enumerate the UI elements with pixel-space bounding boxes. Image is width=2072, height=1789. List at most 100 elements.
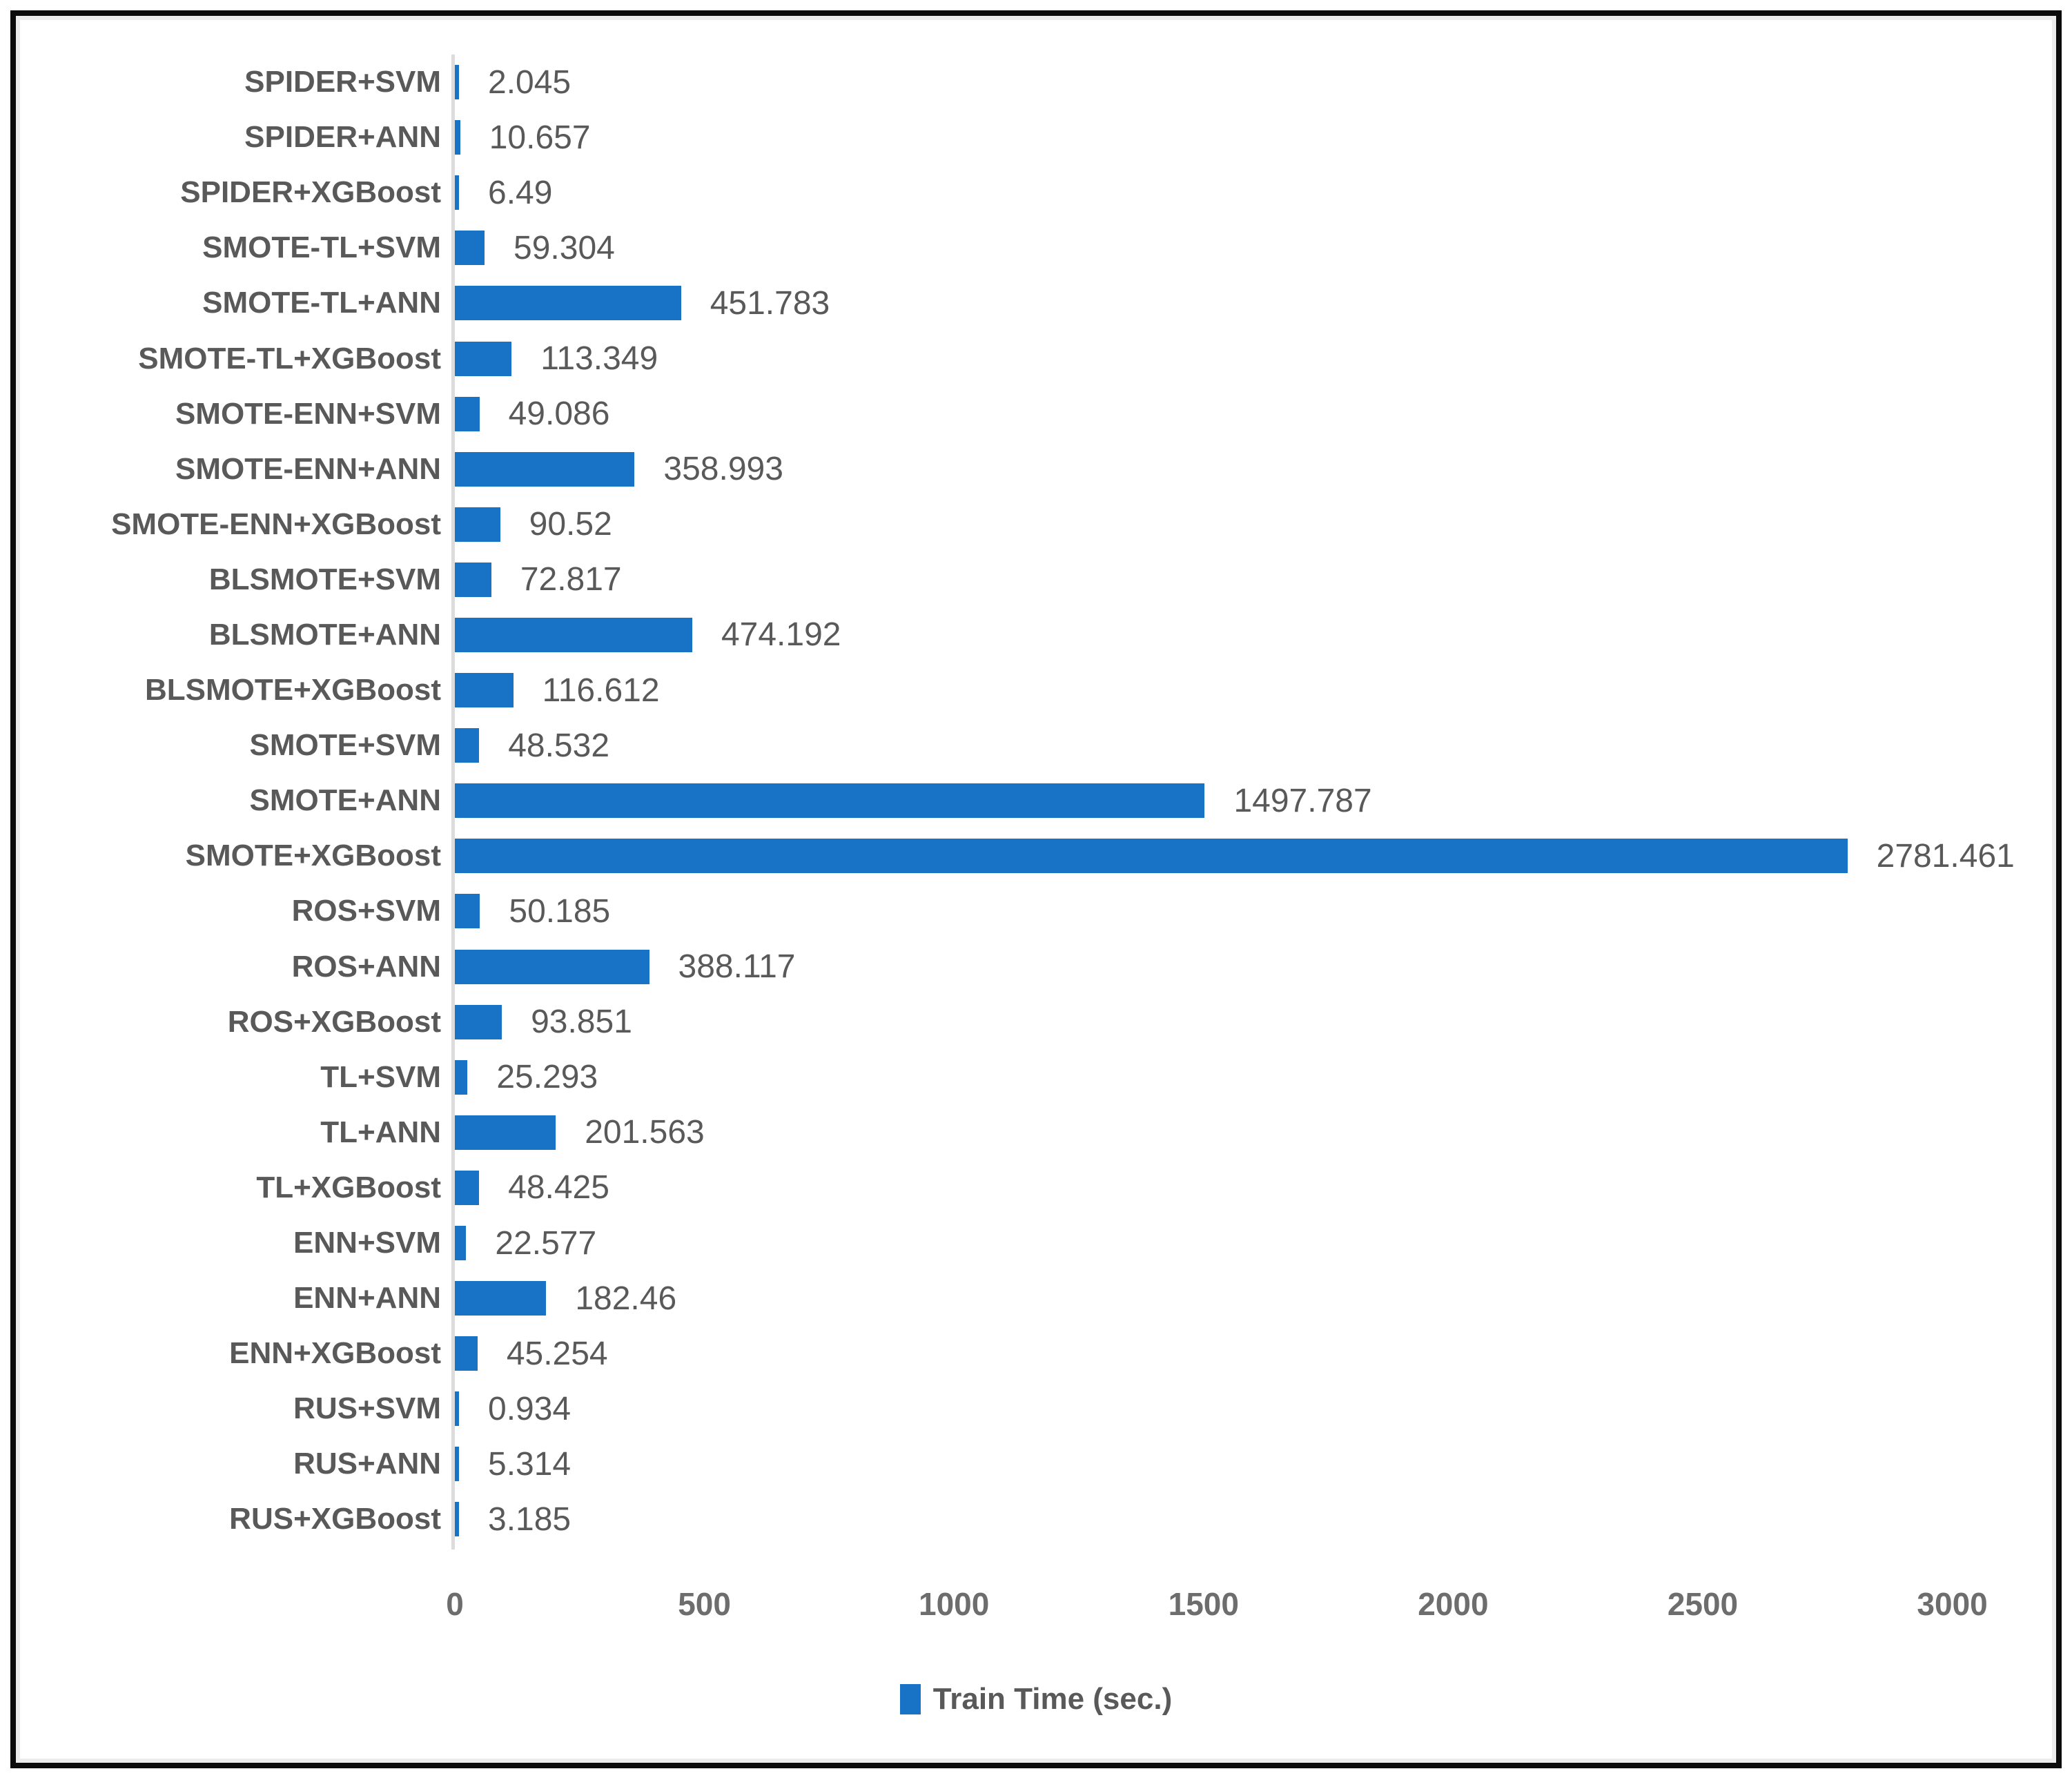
bar-row: BLSMOTE+ANN 474.192 — [20, 607, 2052, 663]
bar-rows: SPIDER+SVM 2.045 SPIDER+ANN 10.657 SPIDER+XG… — [20, 55, 2052, 1547]
bar — [455, 1226, 467, 1261]
bar — [455, 617, 692, 652]
bar — [455, 175, 459, 211]
bar-track: 474.192 — [455, 607, 2052, 663]
bar-value-label: 358.993 — [663, 451, 783, 488]
x-tick-label: 500 — [678, 1586, 731, 1622]
bar-row: SMOTE-ENN+ANN 358.993 — [20, 442, 2052, 497]
bar — [455, 949, 649, 984]
bar-value-label: 48.532 — [508, 727, 610, 764]
bar-value-label: 116.612 — [542, 672, 660, 709]
bar-track: 5.314 — [455, 1436, 2052, 1492]
bar-value-label: 48.425 — [508, 1169, 609, 1206]
category-label: SMOTE+XGBoost — [185, 839, 441, 873]
bar — [455, 507, 500, 542]
bar-row: BLSMOTE+SVM 72.817 — [20, 552, 2052, 607]
bar-value-label: 201.563 — [585, 1114, 705, 1151]
category-label: SPIDER+SVM — [244, 65, 441, 99]
bar-track: 0.934 — [455, 1381, 2052, 1436]
category-label: SPIDER+XGBoost — [180, 175, 441, 210]
bar-track: 25.293 — [455, 1050, 2052, 1105]
bar — [455, 231, 485, 266]
category-label: SMOTE-ENN+ANN — [175, 451, 441, 486]
bar-row: ENN+ANN 182.46 — [20, 1271, 2052, 1326]
bar-row: SMOTE-ENN+SVM 49.086 — [20, 387, 2052, 442]
category-label: ROS+XGBoost — [227, 1004, 441, 1039]
bar-value-label: 90.52 — [529, 506, 612, 543]
bar-value-label: 25.293 — [496, 1059, 598, 1096]
bar-row: SMOTE+SVM 48.532 — [20, 718, 2052, 773]
legend: Train Time (sec.) — [20, 1682, 2052, 1717]
bar-value-label: 72.817 — [520, 561, 622, 598]
category-label: ROS+ANN — [291, 949, 441, 984]
bar-value-label: 388.117 — [678, 948, 796, 986]
category-label: RUS+ANN — [293, 1447, 441, 1481]
x-tick-label: 0 — [446, 1586, 464, 1622]
category-label: ENN+XGBoost — [229, 1336, 441, 1371]
category-label: TL+ANN — [320, 1115, 441, 1149]
bar-value-label: 50.185 — [509, 892, 611, 930]
bar-row: SPIDER+SVM 2.045 — [20, 55, 2052, 110]
bar-track: 48.425 — [455, 1160, 2052, 1215]
bar-value-label: 5.314 — [488, 1445, 571, 1483]
bar-value-label: 45.254 — [506, 1335, 608, 1372]
category-label: SPIDER+ANN — [244, 120, 441, 155]
category-label: SMOTE-TL+XGBoost — [138, 341, 441, 375]
bar — [455, 1391, 459, 1427]
bar — [455, 1115, 556, 1150]
bar-track: 6.49 — [455, 165, 2052, 220]
bar-value-label: 0.934 — [488, 1390, 571, 1427]
bar-track: 113.349 — [455, 331, 2052, 386]
bar-value-label: 3.185 — [488, 1500, 571, 1538]
bar — [455, 1336, 478, 1371]
category-label: ENN+ANN — [293, 1281, 441, 1316]
bar-row: SMOTE-TL+XGBoost 113.349 — [20, 331, 2052, 386]
category-label: ROS+SVM — [291, 894, 441, 928]
bar-row: BLSMOTE+XGBoost 116.612 — [20, 663, 2052, 718]
bar-value-label: 93.851 — [531, 1004, 632, 1041]
bar-track: 22.577 — [455, 1215, 2052, 1271]
bar-track: 2781.461 — [455, 828, 2052, 883]
category-label: ENN+SVM — [293, 1226, 441, 1260]
bar-track: 59.304 — [455, 220, 2052, 275]
category-label: BLSMOTE+ANN — [208, 617, 441, 652]
bar — [455, 451, 635, 487]
bar-track: 1497.787 — [455, 773, 2052, 828]
category-label: TL+SVM — [320, 1059, 441, 1094]
bar — [455, 728, 480, 763]
bar-track: 50.185 — [455, 883, 2052, 939]
category-label: SMOTE-ENN+XGBoost — [111, 507, 441, 541]
x-tick-label: 2500 — [1667, 1586, 1739, 1622]
bar-value-label: 2781.461 — [1876, 837, 2015, 874]
bar — [455, 894, 480, 929]
bar-row: ENN+SVM 22.577 — [20, 1215, 2052, 1271]
x-tick-label: 2000 — [1418, 1586, 1489, 1622]
bar-value-label: 22.577 — [495, 1224, 597, 1262]
category-label: SMOTE-TL+SVM — [202, 231, 441, 265]
bar — [455, 1170, 480, 1205]
legend-label: Train Time (sec.) — [932, 1682, 1173, 1716]
bar-value-label: 49.086 — [508, 395, 610, 433]
x-tick-label: 1000 — [919, 1586, 990, 1622]
bar-row: ROS+SVM 50.185 — [20, 883, 2052, 939]
bar-row: TL+XGBoost 48.425 — [20, 1160, 2052, 1215]
bar — [455, 65, 459, 100]
bar — [455, 1059, 468, 1095]
bar-track: 388.117 — [455, 939, 2052, 995]
bar-value-label: 59.304 — [514, 229, 615, 266]
x-axis: 0 500 1000 1500 2000 2500 3000 — [446, 1585, 2047, 1624]
bar — [455, 1502, 459, 1537]
bar — [455, 1281, 547, 1316]
bar-track: 93.851 — [455, 995, 2052, 1050]
chart-frame: SPIDER+SVM 2.045 SPIDER+ANN 10.657 SPIDER+XG… — [10, 10, 2062, 1768]
bar-row: SMOTE-TL+ANN 451.783 — [20, 275, 2052, 331]
bar-value-label: 182.46 — [575, 1280, 677, 1317]
category-label: SMOTE-TL+ANN — [202, 286, 441, 320]
bar-track: 451.783 — [455, 275, 2052, 331]
bar-row: SPIDER+ANN 10.657 — [20, 110, 2052, 165]
category-label: SMOTE+ANN — [249, 783, 441, 818]
bar-row: SPIDER+XGBoost 6.49 — [20, 165, 2052, 220]
bar-track: 45.254 — [455, 1326, 2052, 1381]
bar-row: TL+ANN 201.563 — [20, 1105, 2052, 1160]
x-tick-label: 3000 — [1917, 1586, 1988, 1622]
